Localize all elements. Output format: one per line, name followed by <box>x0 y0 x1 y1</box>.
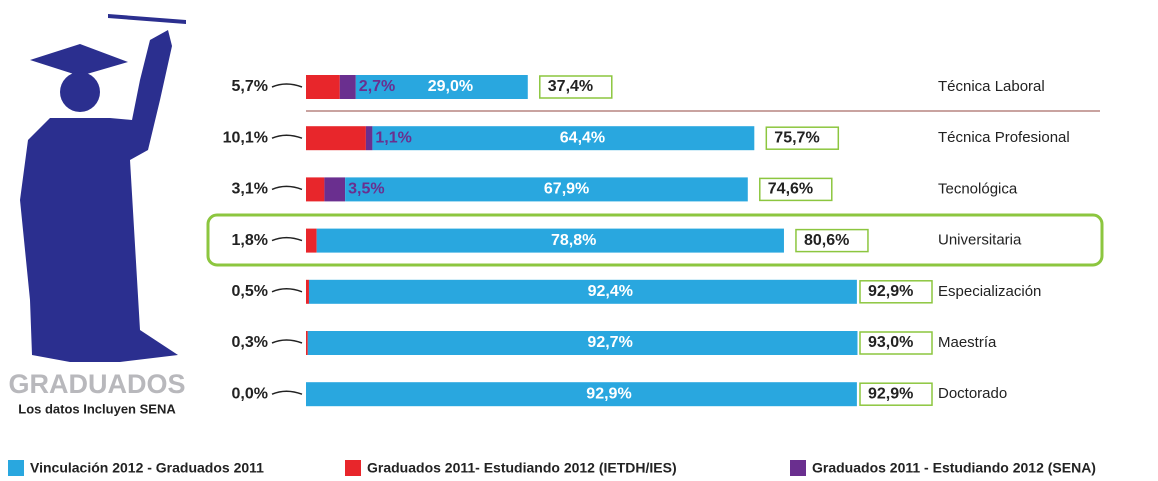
legend-swatch <box>8 460 24 476</box>
total-label: 37,4% <box>548 78 593 95</box>
category-label: Especialización <box>938 283 1041 300</box>
legend-swatch <box>345 460 361 476</box>
legend: Vinculación 2012 - Graduados 2011 Graduad… <box>8 460 1096 476</box>
bar-segment <box>306 229 317 253</box>
category-label: Técnica Profesional <box>938 129 1070 146</box>
value-label: 1,8% <box>232 232 268 249</box>
total-label: 92,9% <box>868 283 913 300</box>
total-label: 92,9% <box>868 385 913 402</box>
value-label: 1,1% <box>375 129 411 146</box>
bar-segment <box>306 126 366 150</box>
bar-segment <box>309 280 857 304</box>
connector <box>272 186 302 189</box>
category-label: Tecnológica <box>938 180 1018 197</box>
connector <box>272 84 302 87</box>
connector <box>272 238 302 241</box>
total-label: 75,7% <box>774 129 819 146</box>
plot: 5,7% 2,7% 29,0% 37,4% Técnica Laboral 10,1% 1,… <box>223 75 1070 406</box>
bar-segment <box>366 126 373 150</box>
total-label: 93,0% <box>868 334 913 351</box>
value-label: 3,5% <box>348 181 384 198</box>
value-label: 67,9% <box>544 181 589 198</box>
category-label: Técnica Laboral <box>938 78 1045 95</box>
bar-segment <box>306 177 324 201</box>
bar-segment <box>340 75 356 99</box>
bar-segment <box>306 382 857 406</box>
value-label: 92,7% <box>587 334 632 351</box>
value-label: 0,5% <box>232 283 268 300</box>
value-label: 2,7% <box>359 78 395 95</box>
value-label: 92,4% <box>588 283 633 300</box>
value-label: 78,8% <box>551 232 596 249</box>
bar-segment <box>306 331 308 355</box>
total-label: 80,6% <box>804 232 849 249</box>
figure-note: Los datos Incluyen SENA <box>18 401 176 416</box>
infographic: GRADUADOS Los datos Incluyen SENA 5,7% 2,… <box>0 0 1158 481</box>
category-label: Maestría <box>938 334 997 351</box>
legend-label: Graduados 2011- Estudiando 2012 (IETDH/I… <box>367 460 677 476</box>
bar-segment <box>306 280 309 304</box>
bar-segment <box>308 331 858 355</box>
graduate-figure <box>20 14 186 362</box>
value-label: 0,3% <box>232 334 268 351</box>
category-label: Universitaria <box>938 232 1022 249</box>
legend-label: Graduados 2011 - Estudiando 2012 (SENA) <box>812 460 1096 476</box>
value-label: 0,0% <box>232 385 268 402</box>
category-label: Doctorado <box>938 385 1007 402</box>
value-label: 3,1% <box>232 181 268 198</box>
bar-segment <box>306 75 340 99</box>
value-label: 29,0% <box>428 78 473 95</box>
value-label: 92,9% <box>586 385 631 402</box>
value-label: 64,4% <box>560 129 605 146</box>
connector <box>272 391 302 394</box>
value-label: 5,7% <box>232 78 268 95</box>
figure-title: GRADUADOS <box>8 369 185 399</box>
value-label: 10,1% <box>223 129 268 146</box>
connector <box>272 289 302 292</box>
total-label: 74,6% <box>768 181 813 198</box>
legend-swatch <box>790 460 806 476</box>
legend-label: Vinculación 2012 - Graduados 2011 <box>30 460 264 476</box>
connector <box>272 135 302 138</box>
bar-segment <box>324 177 345 201</box>
connector <box>272 340 302 343</box>
